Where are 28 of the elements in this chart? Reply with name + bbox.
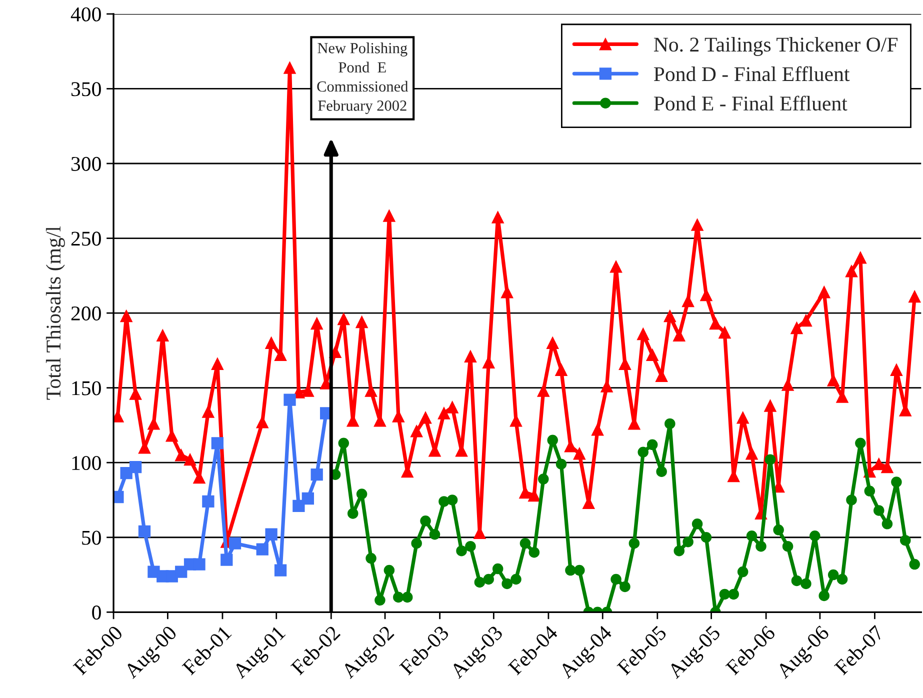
point: [220, 554, 233, 566]
point: [256, 543, 268, 556]
y-tick-label: 200: [71, 306, 101, 320]
y-tick-label: 350: [71, 82, 101, 96]
legend-label: Pond D - Final Effluent: [654, 66, 850, 82]
point: [310, 468, 323, 481]
y-axis-title: Total Thiosalts (mg/l: [46, 226, 65, 400]
y-tick-label: 150: [72, 381, 101, 396]
y-tick-label: 0: [92, 606, 101, 620]
point: [274, 564, 287, 576]
y-tick-label: 250: [71, 232, 101, 246]
point: [292, 500, 305, 512]
point: [202, 495, 214, 508]
point: [265, 528, 278, 540]
y-tick-label: 50: [82, 530, 101, 545]
point: [302, 492, 314, 505]
point: [193, 558, 206, 570]
point: [211, 437, 224, 450]
point: [228, 537, 242, 550]
y-tick-label: 400: [70, 7, 101, 22]
legend-label: No. 2 Tailings Thickener O/F: [654, 37, 898, 56]
point: [138, 525, 151, 538]
point: [129, 461, 142, 474]
point: [284, 394, 296, 406]
legend-label: Pond E - Final Effluent: [654, 96, 848, 111]
ref-line-label: New Polishing Pond E Commissioned February 2002: [317, 42, 408, 114]
y-tick-label: 100: [72, 456, 101, 470]
y-tick-label: 300: [71, 156, 101, 171]
